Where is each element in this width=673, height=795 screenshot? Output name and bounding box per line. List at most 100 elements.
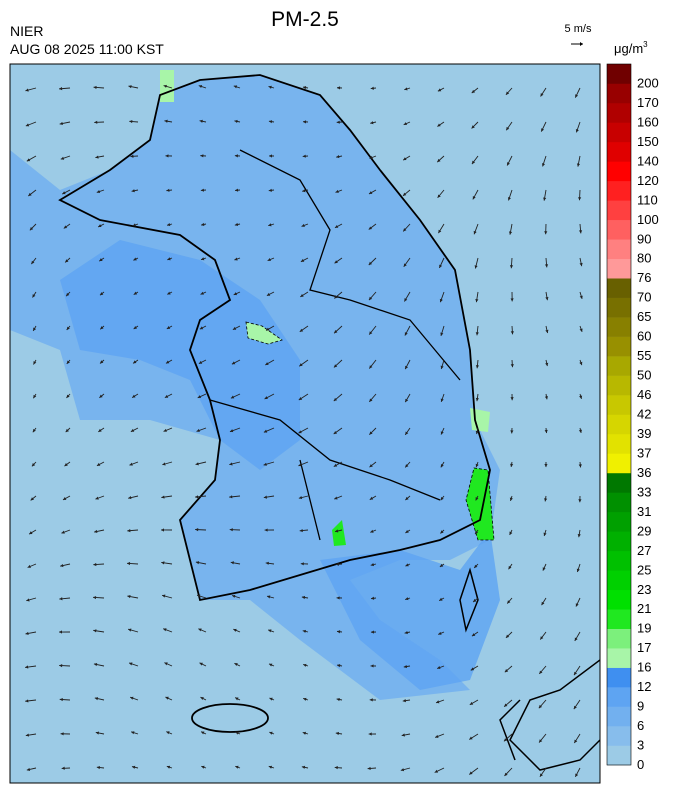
wind-arrow-head [473, 598, 477, 602]
wind-arrow-head [544, 264, 549, 268]
wind-arrow-head [132, 394, 136, 398]
wind-arrow-head [302, 189, 306, 193]
wind-arrow-head [544, 231, 548, 235]
wind-arrow-head [337, 664, 341, 668]
wind-arrow-head [510, 430, 514, 434]
wind-arrow-head [200, 188, 204, 192]
wind-arrow-head [508, 231, 513, 235]
wind-arrow-head [268, 223, 272, 227]
wind-arrow-head [165, 154, 169, 158]
wind-arrow-head [25, 88, 29, 92]
wind-arrow-head [475, 365, 480, 369]
wind-arrow-head [437, 123, 441, 127]
wind-arrow-head [233, 628, 237, 632]
colorbar-segment [607, 745, 631, 766]
colorbar-label: 31 [637, 504, 651, 519]
wind-arrow-head [165, 696, 169, 700]
wind-arrow-head [60, 156, 65, 160]
wind-arrow-head [269, 697, 273, 701]
colorbar-segment [607, 64, 631, 84]
wind-arrow-head [96, 765, 100, 770]
wind-arrow-head [300, 562, 304, 566]
wind-arrow-head [405, 398, 409, 403]
wind-arrow-head [434, 769, 439, 773]
wind-arrow-head [95, 496, 99, 500]
wind-arrow-head [370, 630, 374, 634]
wind-arrow-head [99, 258, 103, 262]
wind-arrow-head [474, 265, 478, 269]
wind-arrow-head [335, 562, 339, 566]
wind-arrow-head [298, 463, 302, 467]
wind-arrow-head [301, 765, 306, 769]
wind-arrow-head [161, 561, 165, 565]
colorbar-label: 76 [637, 270, 651, 285]
colorbar-segment [607, 628, 631, 649]
wind-arrow-head [540, 636, 544, 640]
wind-arrow-head [66, 326, 70, 330]
colorbar-label: 100 [637, 212, 659, 227]
wind-arrow-head [166, 731, 170, 735]
wind-arrow-head [31, 463, 36, 467]
wind-arrow-head [164, 662, 168, 666]
agency: NIER [10, 23, 43, 39]
wind-arrow-head [369, 496, 374, 500]
wind-arrow-head [268, 765, 273, 769]
province-border [209, 149, 461, 541]
wind-arrow-head [235, 765, 239, 769]
wind-arrow-head [578, 230, 583, 234]
colorbar-segment [607, 687, 631, 707]
colorbar-segment [607, 258, 631, 279]
wind-arrow-head [99, 394, 103, 398]
wind-arrow-head [269, 731, 273, 735]
wind-arrows [25, 84, 583, 778]
wind-arrow-head [440, 398, 444, 402]
wind-arrow-head [471, 125, 475, 129]
wind-arrow-head [61, 766, 65, 770]
wind-arrow-head [25, 665, 29, 669]
wind-arrow-head [133, 291, 138, 295]
colorbar-segment [607, 219, 631, 240]
wind-arrow-head [509, 497, 513, 501]
wind-arrow-head [27, 564, 31, 568]
wind-arrow-head [263, 495, 268, 499]
wind-arrow-head [403, 664, 408, 669]
wind-arrow-head [130, 154, 134, 158]
wind-arrow-head [575, 129, 579, 133]
wind-arrow-head [263, 462, 267, 466]
wind-arrow-head [64, 463, 68, 467]
wind-arrow-head [195, 528, 199, 532]
wind-arrow-head [127, 529, 131, 533]
wind-arrow-head [471, 633, 476, 637]
wind-arrow-head [32, 428, 36, 433]
wind-arrow-head [439, 264, 443, 268]
wind-arrow-head [471, 160, 476, 165]
wind-arrow-head [200, 697, 204, 700]
island [459, 567, 479, 633]
colorbar-segment [607, 706, 631, 727]
wind-arrow-head [438, 229, 442, 234]
colorbar-segment [607, 472, 631, 493]
wind-arrow-head [234, 154, 238, 158]
wind-arrow-head [163, 428, 167, 432]
pollution-field [320, 530, 500, 690]
wind-arrow-head [539, 773, 543, 777]
wind-arrow-head [201, 765, 205, 769]
wind-arrow-head [334, 224, 339, 228]
wind-arrow-head [93, 662, 98, 667]
wind-arrow-head [268, 629, 272, 633]
wind-arrow-head [334, 295, 338, 299]
wind-arrow-head [334, 330, 338, 334]
colorbar-segment [607, 511, 631, 532]
wind-arrow-head [545, 329, 549, 334]
wind-arrow-head [301, 595, 306, 600]
wind-arrow-head [440, 463, 444, 468]
wind-arrow-head [299, 528, 303, 533]
colorbar-segment [607, 726, 631, 746]
wind-arrow-head [235, 731, 239, 735]
wind-arrow-head [335, 189, 339, 193]
wind-arrow-head [574, 671, 578, 676]
wind-arrow-head [299, 328, 304, 332]
wind-arrow-head [402, 192, 407, 196]
wind-arrow-head [471, 89, 476, 93]
wind-arrow-head [100, 360, 104, 364]
